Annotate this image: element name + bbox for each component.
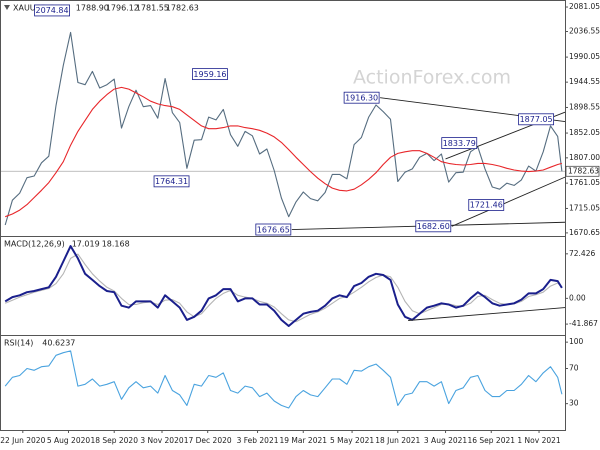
x-tick-label: 22 Jun 2020 <box>0 436 45 445</box>
y-tick-label: 1715.05 <box>569 203 600 212</box>
y-tick-label: 1807.00 <box>569 153 600 162</box>
x-tick-label: 3 Nov 2020 <box>140 436 183 445</box>
annotation-label: 1959.16 <box>193 70 226 79</box>
annotation-label: 2074.84 <box>36 6 69 15</box>
menu-icon <box>4 5 10 10</box>
y-tick-label: 0.00 <box>569 293 586 302</box>
x-tick-label: 17 Dec 2020 <box>184 436 232 445</box>
y-tick-label: 72.426 <box>569 249 595 258</box>
y-tick-label: 1944.55 <box>569 77 600 86</box>
annotation-box <box>441 137 478 150</box>
y-tick-label: 30 <box>569 399 579 408</box>
indicator-reading: 18.168 <box>102 240 130 249</box>
annotation-box <box>153 175 190 188</box>
annotation-box <box>518 113 555 126</box>
y-tick-label: 2036.55 <box>569 27 600 36</box>
series-line <box>4 31 563 226</box>
y-tick-label: -41.867 <box>569 319 598 328</box>
x-tick-label: 5 Aug 2020 <box>47 436 90 445</box>
annotation-label: 1682.60 <box>417 222 450 231</box>
y-tick-label: 1670.65 <box>569 228 600 237</box>
y-tick-label: 2081.05 <box>569 2 600 11</box>
x-tick-label: 18 Jun 2021 <box>375 436 420 445</box>
annotation-box <box>415 220 452 233</box>
trendline <box>451 176 566 227</box>
annotation-box <box>468 199 505 211</box>
ohlc-value: 1781.55 <box>136 4 169 13</box>
trendline <box>408 307 566 321</box>
last-price-label: 1782.63 <box>568 166 599 175</box>
x-tick-label: 16 Sep 2021 <box>467 436 515 445</box>
rsi-panel <box>0 335 566 431</box>
x-tick-label: 18 Sep 2020 <box>90 436 138 445</box>
annotation-box <box>34 4 70 17</box>
watermark: ActionForex.com <box>353 67 511 89</box>
last-price-box <box>565 165 600 177</box>
panel-title: RSI(14) <box>4 339 33 348</box>
panel-title: MACD(12,26,9) <box>4 240 65 249</box>
annotation-box <box>192 68 228 81</box>
series-line <box>4 350 563 409</box>
indicator-reading: 17.019 <box>72 240 100 249</box>
x-tick-label: 5 May 2021 <box>330 436 374 445</box>
indicator-reading: 40.6237 <box>42 339 75 348</box>
y-tick-label: 1852.05 <box>569 128 600 137</box>
x-tick-label: 19 Mar 2021 <box>279 436 327 445</box>
series-line <box>4 253 563 323</box>
ohlc-value: 1796.12 <box>106 4 139 13</box>
series-line <box>4 245 563 327</box>
annotation-label: 1764.31 <box>155 177 188 186</box>
y-tick-label: 100 <box>569 337 584 346</box>
x-tick-label: 1 Nov 2021 <box>517 436 560 445</box>
ohlc-value: 1788.90 <box>76 4 109 13</box>
y-tick-label: 70 <box>569 364 579 373</box>
annotation-label: 1721.46 <box>470 201 503 210</box>
y-tick-label: 1990.05 <box>569 52 600 61</box>
y-tick-label: 1898.55 <box>569 102 600 111</box>
series-line <box>5 86 563 218</box>
annotation-box <box>343 91 380 104</box>
annotation-label: 1833.79 <box>443 139 476 148</box>
annotation-box <box>255 223 292 236</box>
annotation-label: 1877.05 <box>520 115 553 124</box>
x-tick-label: 3 Feb 2021 <box>237 436 279 445</box>
ohlc-value: 1782.63 <box>166 4 199 13</box>
annotation-label: 1916.30 <box>345 93 378 102</box>
y-tick-label: 1761.05 <box>569 178 600 187</box>
annotation-label: 1676.65 <box>257 225 290 234</box>
x-tick-label: 3 Aug 2021 <box>424 436 467 445</box>
